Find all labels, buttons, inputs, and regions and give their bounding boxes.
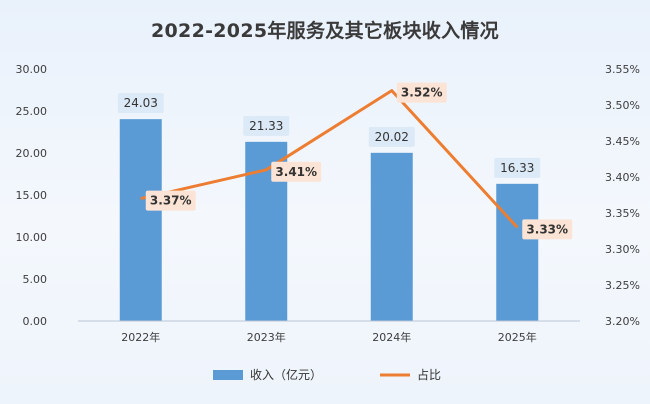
x-tick-label: 2023年 — [247, 330, 286, 344]
y-right-tick-label: 3.30% — [605, 243, 640, 256]
bar-value-label: 24.03 — [124, 96, 158, 110]
y-right-tick-label: 3.25% — [605, 279, 640, 292]
y-right-tick-label: 3.40% — [605, 171, 640, 184]
y-axis-right: 3.20% 3.25% 3.30% 3.35% 3.40% 3.45% 3.50% 3.55% — [605, 63, 640, 328]
point-value-label: 3.37% — [150, 194, 192, 208]
bar-label-background — [368, 126, 415, 147]
y-right-tick-label: 3.20% — [605, 315, 640, 328]
y-axis-left: 0.00 5.00 10.00 15.00 20.00 25.00 30.00 — [16, 63, 48, 328]
bar-label-background — [117, 93, 164, 114]
legend-bar-label: 收入（亿元） — [250, 367, 322, 382]
line-series: 3.37% 3.41% 3.52% 3.33% — [140, 82, 573, 240]
bar-label-background — [243, 115, 290, 136]
y-right-tick-label: 3.55% — [605, 63, 640, 76]
bar — [119, 119, 162, 321]
y-left-tick-label: 0.00 — [23, 315, 48, 328]
x-axis: 2022年 2023年 2024年 2025年 — [78, 320, 580, 344]
bar — [370, 152, 413, 321]
y-left-tick-label: 15.00 — [16, 189, 48, 202]
y-left-tick-label: 25.00 — [16, 105, 48, 118]
bar-value-label: 16.33 — [500, 161, 534, 175]
point-value-label: 3.41% — [275, 165, 317, 179]
line-path — [140, 89, 519, 229]
point-value-label: 3.52% — [401, 86, 443, 100]
legend-bar-swatch — [213, 370, 243, 380]
y-right-tick-label: 3.45% — [605, 135, 640, 148]
point-label-background — [522, 219, 573, 240]
bar-value-label: 20.02 — [375, 130, 409, 144]
x-tick-label: 2022年 — [121, 330, 160, 344]
point-label-background — [271, 161, 322, 182]
bar-label-background — [494, 157, 541, 178]
y-right-tick-label: 3.50% — [605, 99, 640, 112]
legend: 收入（亿元） 占比 — [213, 367, 441, 382]
point-label-background — [396, 82, 447, 103]
x-tick-label: 2024年 — [372, 330, 411, 344]
y-left-tick-label: 10.00 — [16, 231, 48, 244]
y-left-tick-label: 30.00 — [16, 63, 48, 76]
y-right-tick-label: 3.35% — [605, 207, 640, 220]
x-tick-label: 2025年 — [498, 330, 537, 344]
y-left-tick-label: 20.00 — [16, 147, 48, 160]
point-value-label: 3.33% — [526, 222, 568, 236]
chart-title: 2022-2025年服务及其它板块收入情况 — [151, 20, 499, 42]
point-label-background — [145, 190, 196, 211]
legend-line-label: 占比 — [417, 367, 441, 382]
y-left-tick-label: 5.00 — [23, 273, 48, 286]
bar — [496, 183, 539, 321]
bar-value-label: 21.33 — [249, 119, 283, 133]
